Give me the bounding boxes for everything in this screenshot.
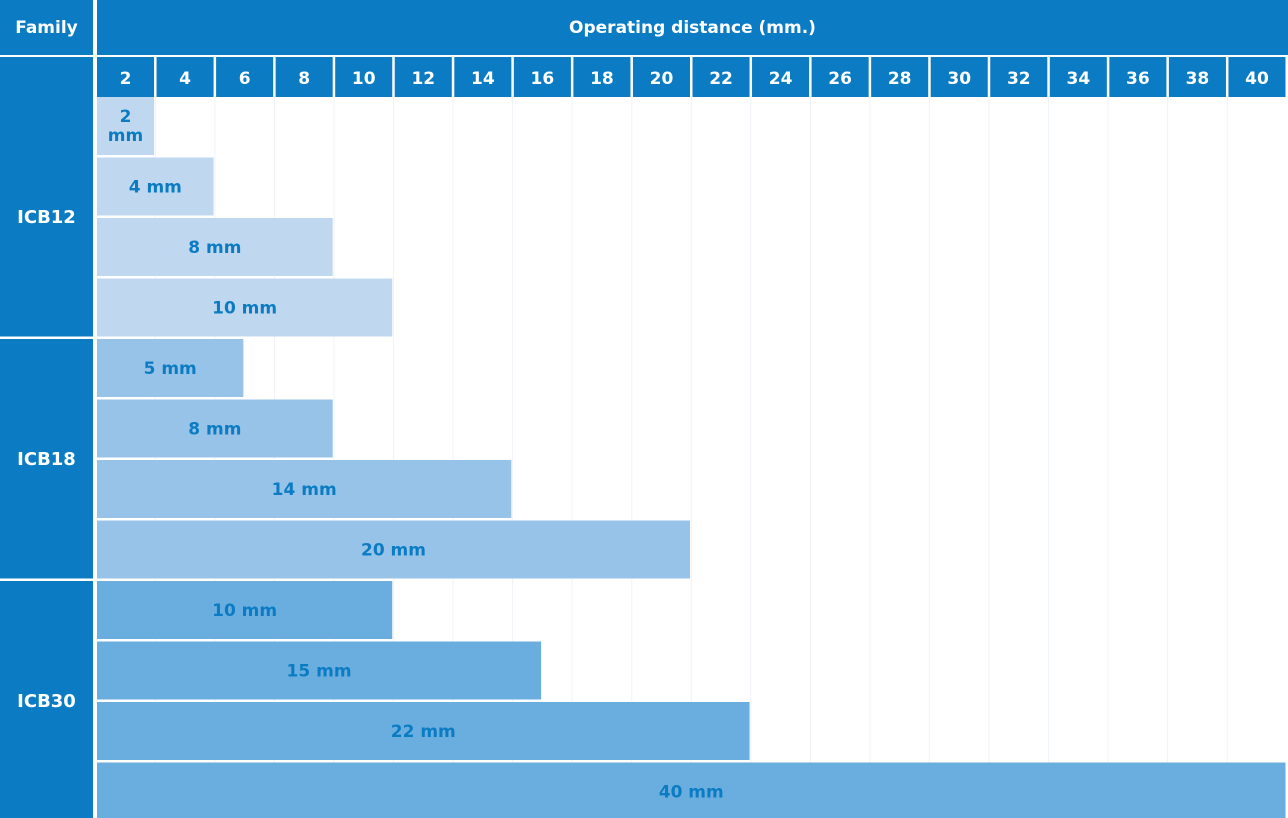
grid [154, 97, 1228, 818]
x-tick-cell [811, 57, 869, 97]
x-tick-label: 34 [1066, 69, 1090, 89]
x-tick-label: 4 [179, 69, 191, 89]
x-tick-label: 26 [828, 69, 852, 89]
x-tick-label: 12 [411, 69, 435, 89]
bar-label: 20 mm [361, 541, 426, 561]
x-tick-cell [454, 57, 512, 97]
x-tick-cell [513, 57, 571, 97]
bar [97, 520, 690, 579]
bar-label: 2 mm [108, 107, 143, 146]
family-group-icb12: ICB12 2 mm 4 mm 8 mm 10 mm [0, 97, 393, 337]
x-tick-label: 24 [769, 69, 793, 89]
x-tick-cell [871, 57, 929, 97]
bar-label: 4 mm [129, 178, 182, 198]
family-cell [0, 97, 93, 337]
x-tick-label: 22 [709, 69, 733, 89]
x-tick-cell [573, 57, 631, 97]
x-tick-label: 40 [1245, 69, 1269, 89]
family-cell [0, 339, 93, 579]
family-groups: ICB12 2 mm 4 mm 8 mm 10 mm ICB18 5 mm 8 mm 14 mm 2… [0, 97, 1286, 818]
x-tick-label: 2 [120, 69, 132, 89]
bar [97, 460, 512, 518]
x-tick-label: 20 [650, 69, 674, 89]
family-label: ICB30 [17, 691, 76, 712]
bar [97, 702, 750, 760]
x-tick-label: 38 [1186, 69, 1210, 89]
bar-label: 40 mm [659, 783, 724, 803]
x-tick-label: 10 [352, 69, 376, 89]
family-subheader-cell [0, 57, 93, 97]
bar [97, 762, 1286, 818]
x-tick-label: 30 [947, 69, 971, 89]
family-group-icb30: ICB30 10 mm 15 mm 22 mm 40 mm [0, 581, 1286, 818]
x-tick-cell [156, 57, 214, 97]
chart-title: Operating distance (mm.) [569, 18, 816, 38]
x-tick-cell [1168, 57, 1226, 97]
x-tick-cell [1228, 57, 1286, 97]
x-tick-cell [335, 57, 393, 97]
bar [97, 97, 155, 155]
x-tick-label: 8 [298, 69, 310, 89]
bar [97, 218, 333, 276]
x-axis-ticks: 2 4 6 8 10 12 14 16 18 20 22 24 26 28 30 32 34 36 38 40 [97, 57, 1286, 97]
bar-label: 8 mm [188, 238, 241, 258]
x-tick-cell [275, 57, 333, 97]
x-tick-cell [394, 57, 452, 97]
bar [97, 641, 542, 700]
x-tick-label: 28 [888, 69, 912, 89]
bar [97, 278, 393, 337]
x-tick-label: 36 [1126, 69, 1150, 89]
x-tick-cell [752, 57, 810, 97]
bar-label: 22 mm [391, 722, 456, 742]
bar [97, 581, 393, 639]
family-label: ICB18 [17, 449, 76, 470]
title-header-cell [97, 0, 1288, 55]
x-tick-cell [1109, 57, 1167, 97]
x-tick-cell [1049, 57, 1107, 97]
x-tick-label: 16 [531, 69, 555, 89]
bar-label: 10 mm [212, 299, 277, 319]
x-tick-cell [97, 57, 155, 97]
x-tick-cell [632, 57, 690, 97]
bar [97, 157, 214, 216]
x-tick-cell [216, 57, 274, 97]
bar-label: 5 mm [144, 359, 197, 379]
header: Family Operating distance (mm.) 2 4 6 8 10 12… [0, 0, 1288, 97]
x-tick-label: 14 [471, 69, 495, 89]
family-label: ICB12 [17, 207, 76, 228]
family-group-icb18: ICB18 5 mm 8 mm 14 mm 20 mm [0, 339, 690, 579]
family-header-cell [0, 0, 93, 55]
bar-label: 15 mm [287, 662, 352, 682]
x-tick-label: 32 [1007, 69, 1031, 89]
x-tick-label: 18 [590, 69, 614, 89]
x-tick-cell [692, 57, 750, 97]
family-cell [0, 581, 93, 818]
family-header-label: Family [15, 18, 78, 38]
bar-label: 10 mm [212, 601, 277, 621]
bar-label: 14 mm [272, 480, 337, 500]
bar [97, 339, 244, 397]
bar [97, 399, 333, 458]
x-tick-cell [990, 57, 1048, 97]
x-tick-cell [930, 57, 988, 97]
bar-label: 8 mm [188, 420, 241, 440]
x-tick-label: 6 [239, 69, 251, 89]
